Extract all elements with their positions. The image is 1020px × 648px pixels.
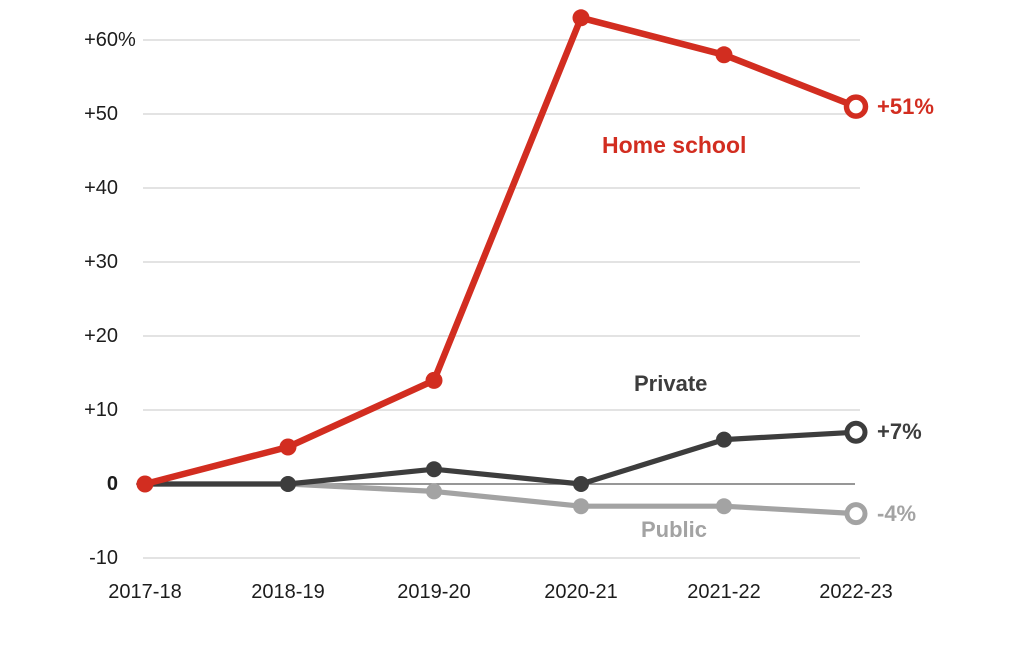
public-line: [142, 481, 859, 517]
home-school-marker-0: [136, 475, 154, 493]
y-tick-label: 0: [106, 473, 118, 495]
y-tick-label: +10: [84, 399, 118, 421]
home-school-marker-3: [572, 9, 590, 27]
x-tick-label: 2022-23: [819, 581, 893, 603]
home-school-line: [141, 14, 860, 488]
private-end-value-label: +7%: [877, 419, 922, 445]
private-marker-3: [573, 476, 589, 492]
public-marker-3: [573, 498, 589, 515]
y-tick-label: +40: [84, 177, 118, 199]
y-tick-label: +50: [84, 103, 118, 125]
y-tick-label: +30: [84, 251, 118, 273]
private-line: [142, 429, 859, 487]
y-tick-label: +20: [84, 325, 118, 347]
private-marker-5: [844, 420, 868, 444]
x-tick-label: 2018-19: [251, 581, 325, 603]
x-tick-label: 2021-22: [687, 581, 761, 603]
x-tick-label: 2017-18: [108, 581, 182, 603]
home-school-series-label: Home school: [602, 132, 747, 158]
private-marker-4: [716, 431, 732, 448]
public-marker-4: [716, 498, 732, 515]
public-marker-2: [426, 483, 442, 500]
private-marker-1: [280, 476, 296, 492]
private-marker-2: [426, 461, 442, 478]
home-school-marker-2: [425, 371, 443, 389]
private-series-label: Private: [634, 371, 708, 396]
public-marker-5: [844, 502, 868, 526]
x-tick-label: 2020-21: [544, 581, 618, 603]
home-school-marker-5: [843, 94, 869, 119]
x-tick-label: 2019-20: [397, 581, 471, 603]
public-series-label: Public: [641, 517, 708, 542]
public-end-value-label: -4%: [877, 500, 917, 526]
home-school-marker-4: [715, 46, 733, 64]
home-school-marker-1: [279, 438, 297, 456]
y-tick-label: -10: [89, 547, 118, 569]
home-school-end-value-label: +51%: [877, 93, 934, 119]
y-tick-label: +60%: [84, 29, 136, 51]
